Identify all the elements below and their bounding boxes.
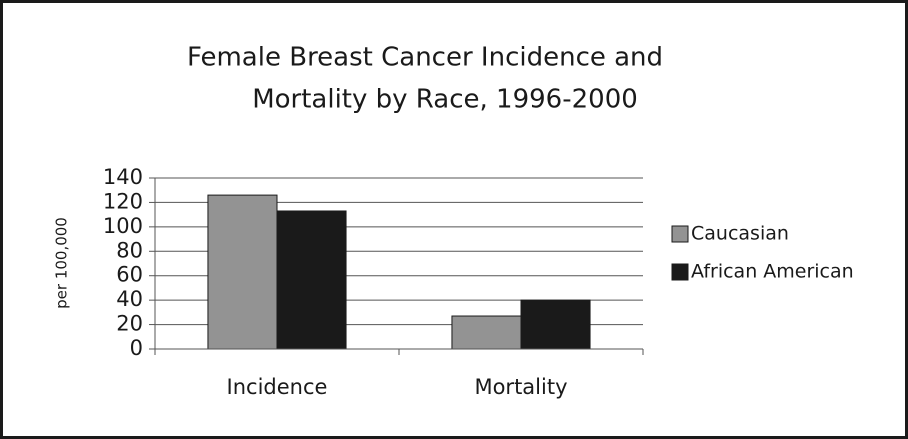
x-tick-label: Mortality [474,375,567,399]
bar [451,315,522,350]
y-tick-label: 20 [116,312,143,336]
bar [520,299,591,350]
y-tick-label: 60 [116,263,143,287]
x-tick-label: Incidence [227,375,328,399]
legend-label: Caucasian [691,223,789,245]
bar [207,194,278,350]
chart-title: Mortality by Race, 1996-2000 [252,85,638,115]
legend-swatch [671,263,689,281]
legend-swatch [671,225,689,243]
y-tick-label: 80 [116,238,143,262]
chart-title: Female Breast Cancer Incidence and [187,43,663,73]
y-tick-label: 140 [103,165,143,189]
bar [276,210,347,350]
y-tick-label: 120 [103,189,143,213]
y-tick-label: 40 [116,287,143,311]
legend-label: African American [691,261,854,283]
y-tick-label: 0 [130,336,143,360]
y-tick-label: 100 [103,214,143,238]
y-axis-label: per 100,000 [53,217,71,309]
